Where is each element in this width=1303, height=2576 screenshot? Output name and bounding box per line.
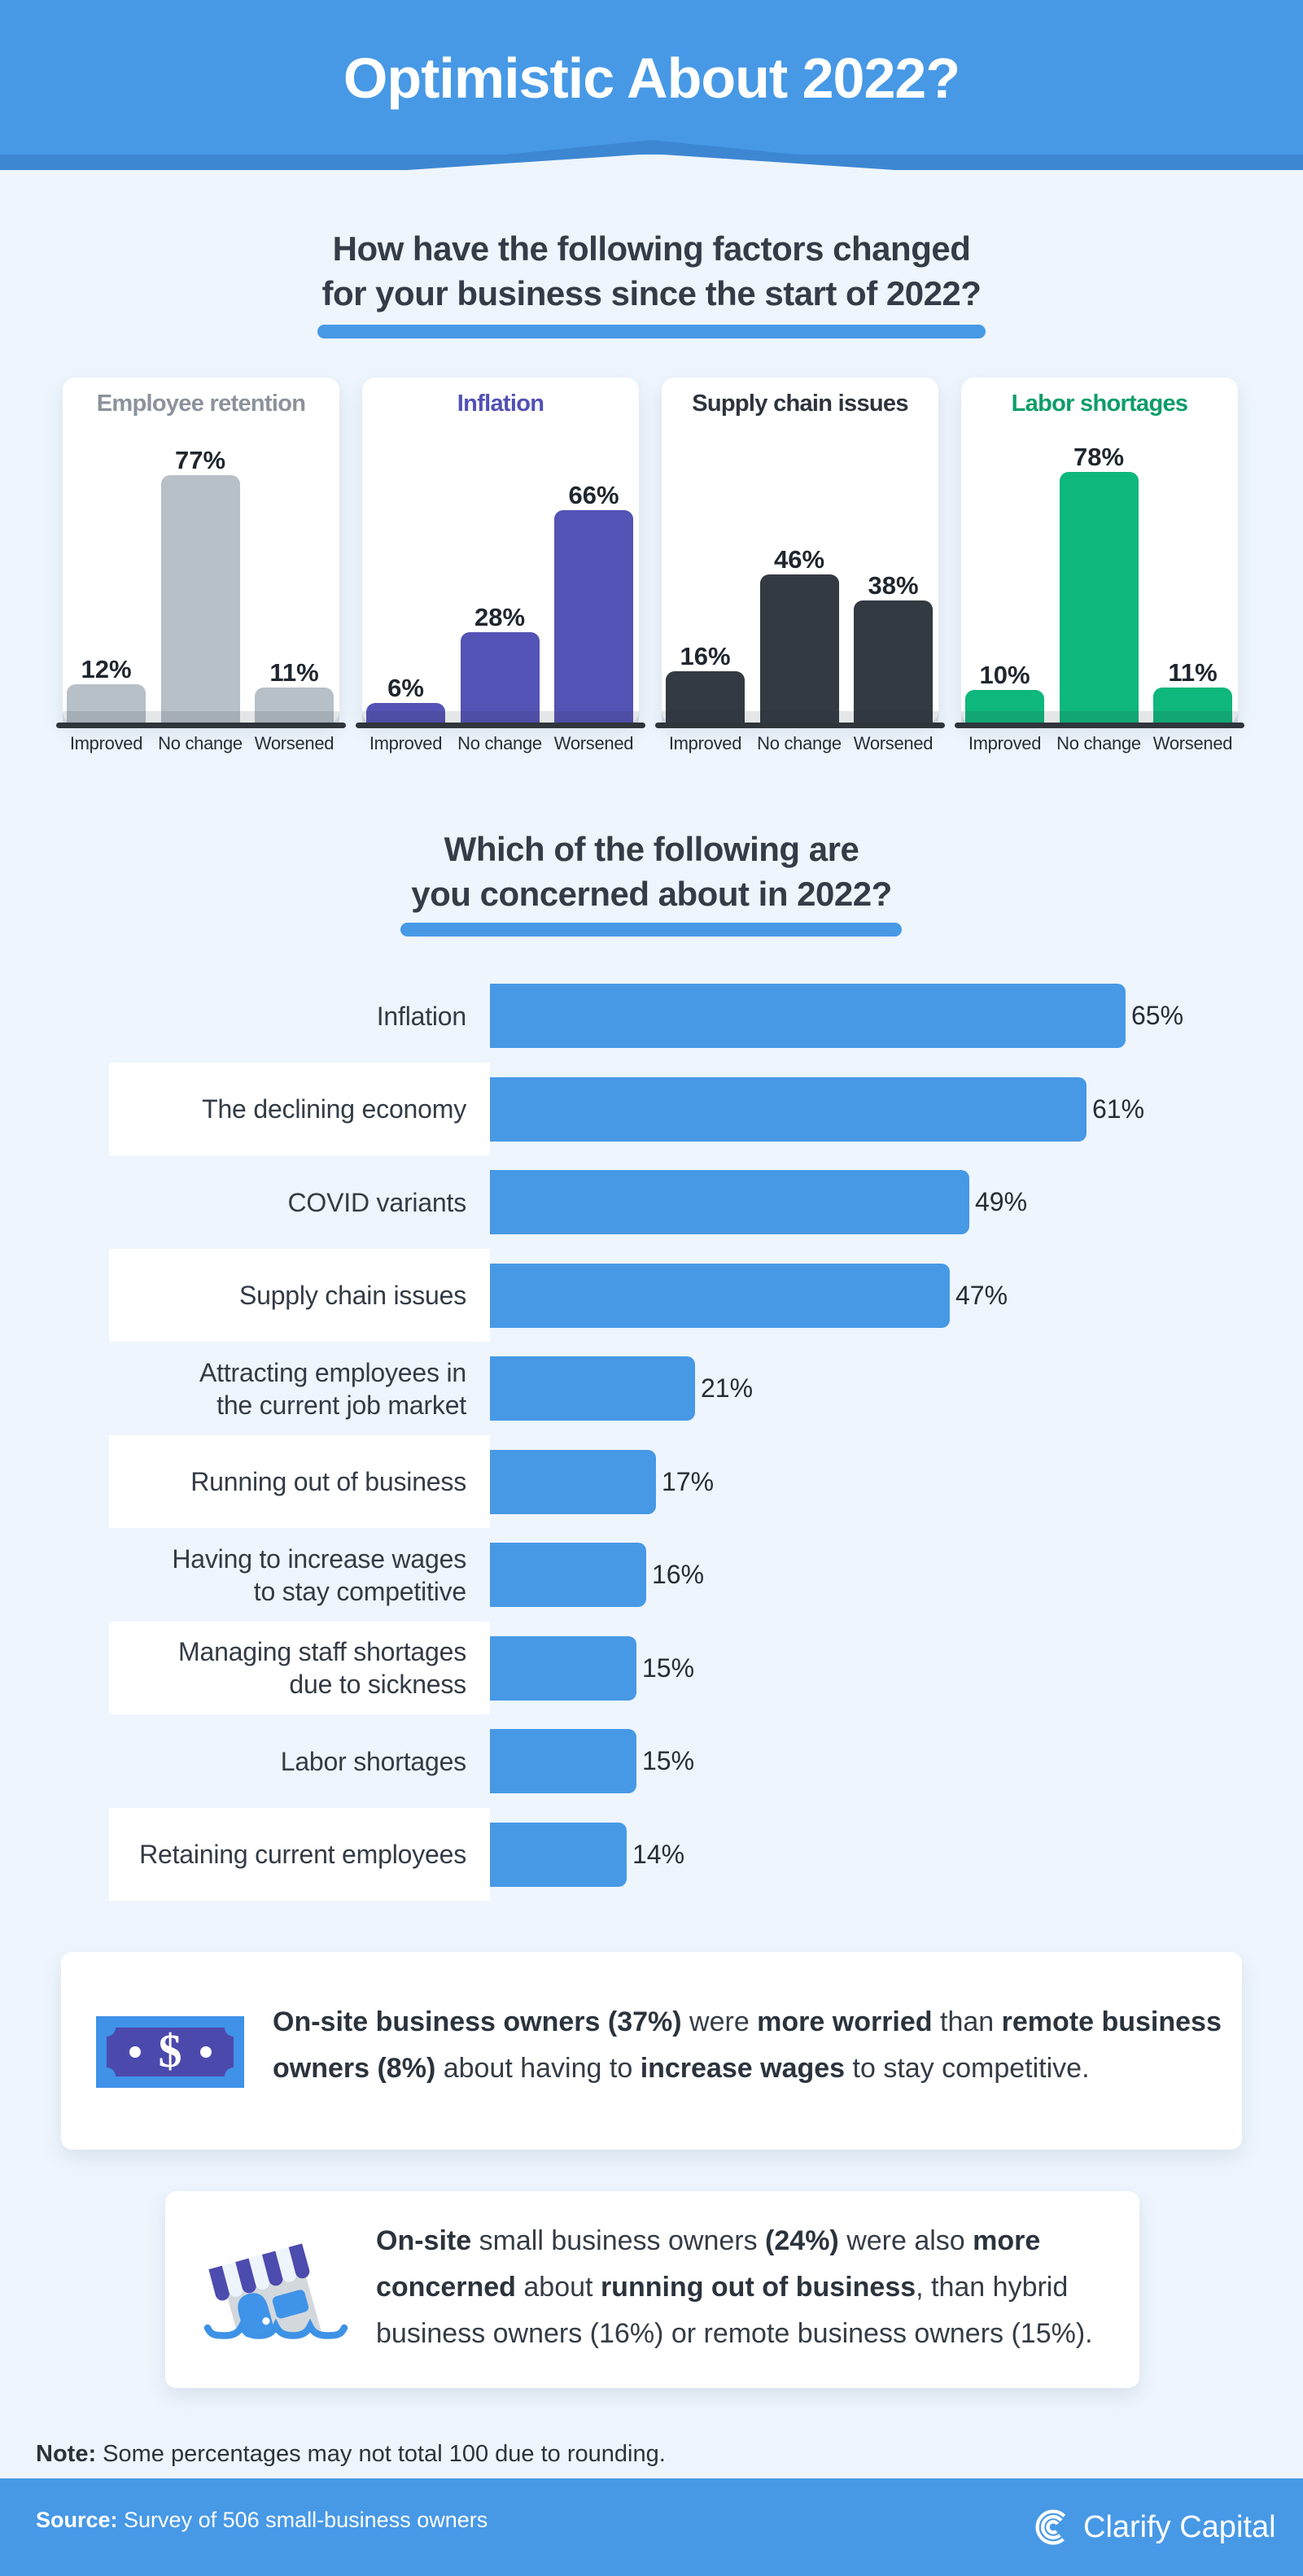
svg-text:Clarify Capital: Clarify Capital [1083,2510,1276,2544]
svg-text:$: $ [159,2024,182,2077]
